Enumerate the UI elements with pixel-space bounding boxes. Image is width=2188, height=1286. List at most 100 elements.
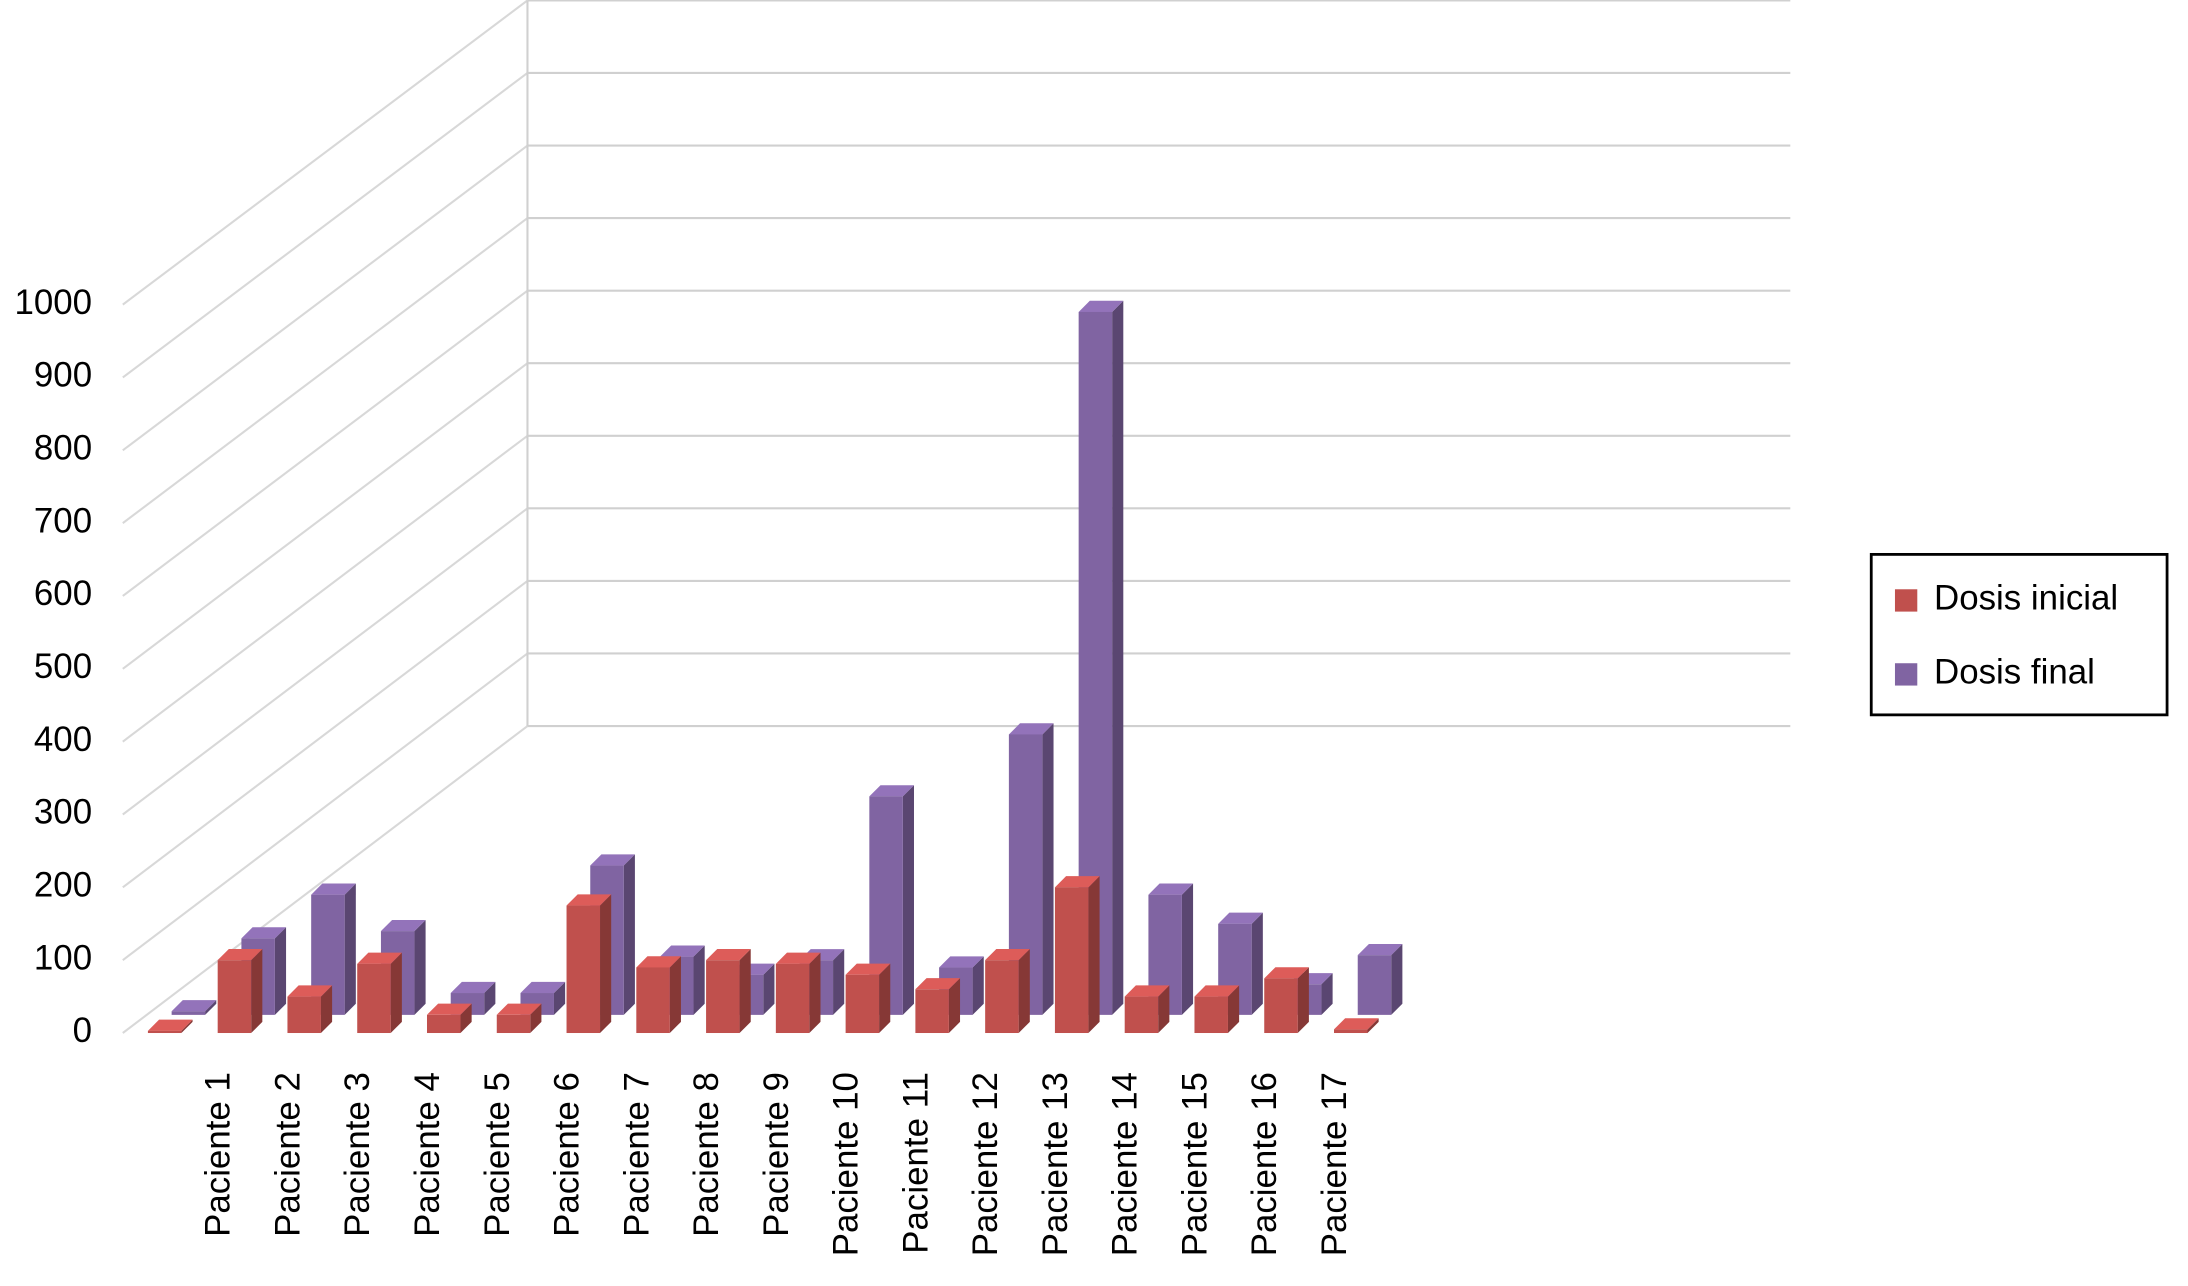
bar-face bbox=[147, 1030, 182, 1034]
bar-face bbox=[775, 963, 810, 1034]
bar-face bbox=[287, 996, 321, 1034]
bar-face bbox=[915, 989, 949, 1034]
bar-face bbox=[1181, 883, 1194, 1015]
y-tick-label: 100 bbox=[34, 938, 92, 977]
legend-swatch bbox=[1894, 663, 1918, 686]
bar-face bbox=[1158, 985, 1170, 1034]
bar-face bbox=[600, 894, 612, 1034]
bar-face bbox=[1088, 876, 1100, 1034]
bar-face bbox=[869, 785, 914, 797]
grid-line bbox=[122, 72, 529, 379]
bar-face bbox=[902, 785, 914, 1015]
bar bbox=[1124, 985, 1170, 1034]
bar bbox=[1054, 876, 1100, 1034]
bar-face bbox=[623, 854, 635, 1015]
bar-face bbox=[320, 985, 333, 1034]
bar-face bbox=[520, 981, 566, 994]
bar-face bbox=[147, 1019, 193, 1031]
grid-line bbox=[122, 652, 529, 962]
bar bbox=[566, 894, 612, 1034]
bar bbox=[1264, 967, 1309, 1034]
bar-face bbox=[311, 883, 356, 895]
y-tick-label: 1000 bbox=[15, 283, 93, 322]
bar-face bbox=[669, 956, 681, 1034]
bar bbox=[915, 978, 961, 1034]
bar-face bbox=[879, 963, 891, 1034]
bar-face bbox=[344, 883, 356, 1015]
bar bbox=[1194, 985, 1240, 1034]
bar-face bbox=[1334, 1029, 1368, 1034]
bar-face bbox=[1218, 912, 1263, 924]
bar-face bbox=[450, 981, 496, 994]
x-tick-label: Paciente 6 bbox=[548, 1072, 587, 1237]
bar-face bbox=[972, 956, 984, 1015]
bar-face bbox=[763, 963, 775, 1015]
bar bbox=[845, 963, 891, 1034]
y-tick-label: 0 bbox=[73, 1011, 92, 1050]
bar-face bbox=[636, 967, 670, 1034]
bar-face bbox=[1367, 1018, 1379, 1034]
bar-face bbox=[1018, 949, 1030, 1034]
bar-face bbox=[553, 981, 566, 1015]
bar-face bbox=[171, 1000, 217, 1012]
bar-face bbox=[1124, 996, 1159, 1034]
bar bbox=[706, 949, 751, 1034]
bar-face bbox=[217, 949, 263, 961]
bar-face bbox=[1297, 967, 1309, 1034]
bar-face bbox=[274, 927, 287, 1015]
bar-face bbox=[660, 945, 705, 957]
y-tick-label: 900 bbox=[34, 356, 92, 395]
bar-face bbox=[590, 854, 635, 866]
grid-line bbox=[122, 362, 529, 670]
x-tick-label: Paciente 16 bbox=[1245, 1072, 1284, 1256]
y-tick-label: 800 bbox=[34, 429, 92, 468]
bar bbox=[775, 952, 821, 1034]
bar-face bbox=[775, 952, 821, 964]
bar-face bbox=[948, 978, 961, 1034]
bar-face bbox=[217, 960, 252, 1034]
bar-face bbox=[1357, 955, 1392, 1015]
bar-face bbox=[357, 952, 402, 964]
y-tick-label: 600 bbox=[34, 574, 92, 613]
bar bbox=[426, 1003, 472, 1034]
legend-label: Dosis inicial bbox=[1934, 579, 2118, 618]
bar-face bbox=[915, 978, 961, 990]
grid-line bbox=[122, 289, 529, 597]
bar-face bbox=[845, 963, 891, 975]
bar-face bbox=[181, 1019, 193, 1034]
x-tick-label: Paciente 5 bbox=[478, 1072, 517, 1237]
x-tick-label: Paciente 15 bbox=[1175, 1072, 1214, 1256]
bar-face bbox=[1321, 973, 1333, 1015]
bar-face bbox=[1042, 723, 1054, 1015]
bar-face bbox=[1054, 887, 1089, 1034]
bar-face bbox=[1264, 978, 1298, 1034]
bar-face bbox=[1112, 300, 1124, 1015]
bar-face bbox=[1264, 967, 1309, 979]
x-tick-label: Paciente 2 bbox=[268, 1072, 307, 1237]
bar-face bbox=[693, 945, 705, 1015]
bar-face bbox=[845, 974, 880, 1034]
bar-face bbox=[1357, 943, 1403, 956]
bar-face bbox=[1194, 996, 1228, 1034]
legend-box bbox=[1869, 552, 2169, 717]
y-tick-label: 500 bbox=[34, 647, 92, 686]
y-tick-label: 400 bbox=[34, 720, 92, 759]
x-tick-label: Paciente 12 bbox=[966, 1072, 1005, 1256]
bar-face bbox=[251, 949, 263, 1034]
bar-face bbox=[1148, 883, 1194, 895]
bar-face bbox=[739, 949, 751, 1034]
bar-face bbox=[1227, 985, 1240, 1034]
bar-face bbox=[706, 960, 740, 1034]
bar-face bbox=[706, 949, 751, 961]
bar-face bbox=[1078, 300, 1124, 312]
bar-face bbox=[1334, 1018, 1379, 1030]
x-tick-label: Paciente 4 bbox=[408, 1072, 447, 1237]
bar-face bbox=[1251, 912, 1263, 1015]
bar-face bbox=[1194, 985, 1240, 997]
bar-face bbox=[833, 949, 845, 1015]
bar-face bbox=[566, 905, 601, 1034]
bar-face bbox=[530, 1003, 542, 1034]
grid-line bbox=[122, 144, 529, 452]
x-tick-label: Paciente 17 bbox=[1315, 1072, 1354, 1256]
grid-line bbox=[122, 0, 529, 306]
